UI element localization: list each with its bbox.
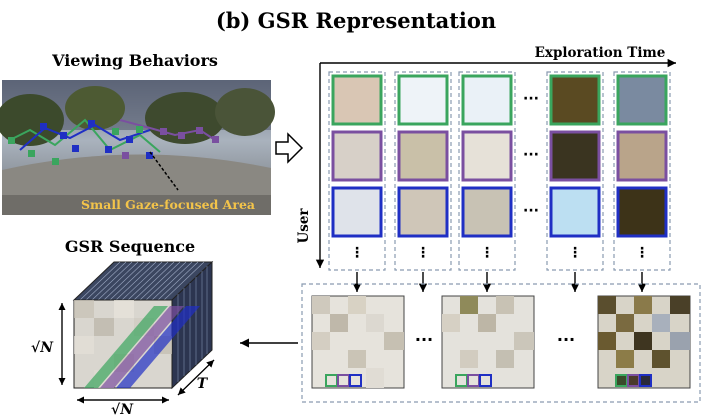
patch-cell xyxy=(549,186,601,238)
ellipsis-vertical: ⋮ xyxy=(350,245,364,261)
patch-cell xyxy=(461,74,513,126)
patch-cell xyxy=(331,186,383,238)
down-arrows xyxy=(352,272,647,292)
patch-cell xyxy=(331,130,383,182)
ellipsis-horizontal: ··· xyxy=(523,91,539,107)
sqrt-n-horizontal-label: √N xyxy=(111,402,134,416)
user3-patch-row xyxy=(331,186,668,238)
frames-ellipsis: ··· xyxy=(557,330,575,349)
gsr-frame-3 xyxy=(597,295,691,389)
patch-cell xyxy=(461,186,513,238)
patch-cell xyxy=(397,130,449,182)
gsr-sequence-label: GSR Sequence xyxy=(65,237,195,256)
ellipsis-horizontal: ··· xyxy=(523,147,539,163)
patch-cell xyxy=(616,130,668,182)
ellipsis-vertical: ⋮ xyxy=(416,245,430,261)
ellipsis-vertical: ⋮ xyxy=(480,245,494,261)
ellipsis-vertical: ⋮ xyxy=(635,245,649,261)
patch-cell xyxy=(397,74,449,126)
patch-cell xyxy=(461,130,513,182)
time-step-columns xyxy=(328,71,671,271)
patch-cell xyxy=(616,186,668,238)
user2-patch-row xyxy=(331,130,668,182)
frames-ellipsis: ··· xyxy=(415,330,433,349)
gaze-annotation: Small Gaze-focused Area xyxy=(81,197,255,212)
t-label: T xyxy=(197,376,209,392)
ellipsis-vertical: ⋮ xyxy=(568,245,582,261)
user-label: User xyxy=(296,208,312,244)
user1-patch-row xyxy=(331,74,668,126)
exploration-time-label: Exploration Time xyxy=(535,45,666,61)
patch-cell xyxy=(616,74,668,126)
gsr-frame-2 xyxy=(441,295,535,389)
gsr-frames-container xyxy=(301,283,701,403)
patch-cell xyxy=(397,186,449,238)
sqrt-n-vertical-label: √N xyxy=(31,340,54,356)
gsr-patch-grid xyxy=(331,74,668,238)
gsr-frame-1 xyxy=(311,295,405,389)
viewing-behaviors-label: Viewing Behaviors xyxy=(51,51,218,70)
gsr-cube xyxy=(58,260,215,404)
patch-cell xyxy=(549,74,601,126)
figure-title: (b) GSR Representation xyxy=(216,8,496,33)
patch-cell xyxy=(331,74,383,126)
ellipsis-horizontal: ··· xyxy=(523,203,539,219)
grid-ellipses: ··· ··· ··· ⋮ ⋮ ⋮ ⋮ ⋮ xyxy=(350,91,649,261)
hollow-right-arrow-icon xyxy=(275,132,304,164)
panorama-image xyxy=(0,80,275,215)
patch-cell xyxy=(549,130,601,182)
